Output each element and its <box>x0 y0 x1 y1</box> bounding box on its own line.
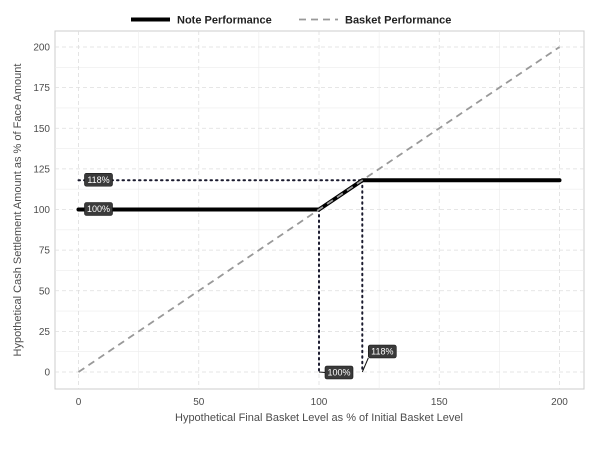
x-tick-label: 100 <box>311 397 328 408</box>
annotation-label: 118% <box>87 175 109 185</box>
annotation-label: 100% <box>327 368 350 378</box>
x-tick-label: 50 <box>193 397 205 408</box>
annotations: 118% 100% 100% 118% <box>84 172 397 380</box>
y-tick-label: 0 <box>44 368 50 379</box>
x-axis-title: Hypothetical Final Basket Level as % of … <box>175 412 463 424</box>
x-tick-label: 150 <box>431 397 448 408</box>
annotation-label: 118% <box>371 347 393 357</box>
legend-label: Basket Performance <box>345 15 451 27</box>
x-tick-label: 0 <box>76 397 82 408</box>
legend: Note Performance Basket Performance <box>131 15 451 27</box>
annotation-leader <box>318 371 326 373</box>
y-tick-label: 75 <box>39 246 51 257</box>
series-layer <box>76 46 562 373</box>
y-tick-label: 100 <box>33 205 50 216</box>
y-tick-label: 200 <box>33 43 50 54</box>
y-tick-label: 150 <box>33 124 50 135</box>
y-tick-label: 175 <box>33 83 50 94</box>
x-axis-ticks: 0 50 100 150 200 <box>76 397 569 408</box>
annotation-box <box>84 172 113 187</box>
annotation-box <box>367 344 397 359</box>
legend-label: Note Performance <box>177 15 272 27</box>
annotation-box <box>84 202 113 216</box>
series-line-basket-performance <box>77 46 561 373</box>
y-axis-ticks: 0 25 50 75 100 125 150 175 200 <box>33 43 50 379</box>
annotation-box <box>324 365 354 380</box>
y-tick-label: 25 <box>39 327 51 338</box>
y-axis-title: Hypothetical Cash Settlement Amount as %… <box>12 64 24 357</box>
x-tick-label: 200 <box>551 397 568 408</box>
annotation-leader <box>361 357 369 373</box>
reference-lines <box>77 179 364 373</box>
y-tick-label: 50 <box>39 286 51 297</box>
y-tick-label: 125 <box>33 164 50 175</box>
annotation-label: 100% <box>87 204 110 214</box>
